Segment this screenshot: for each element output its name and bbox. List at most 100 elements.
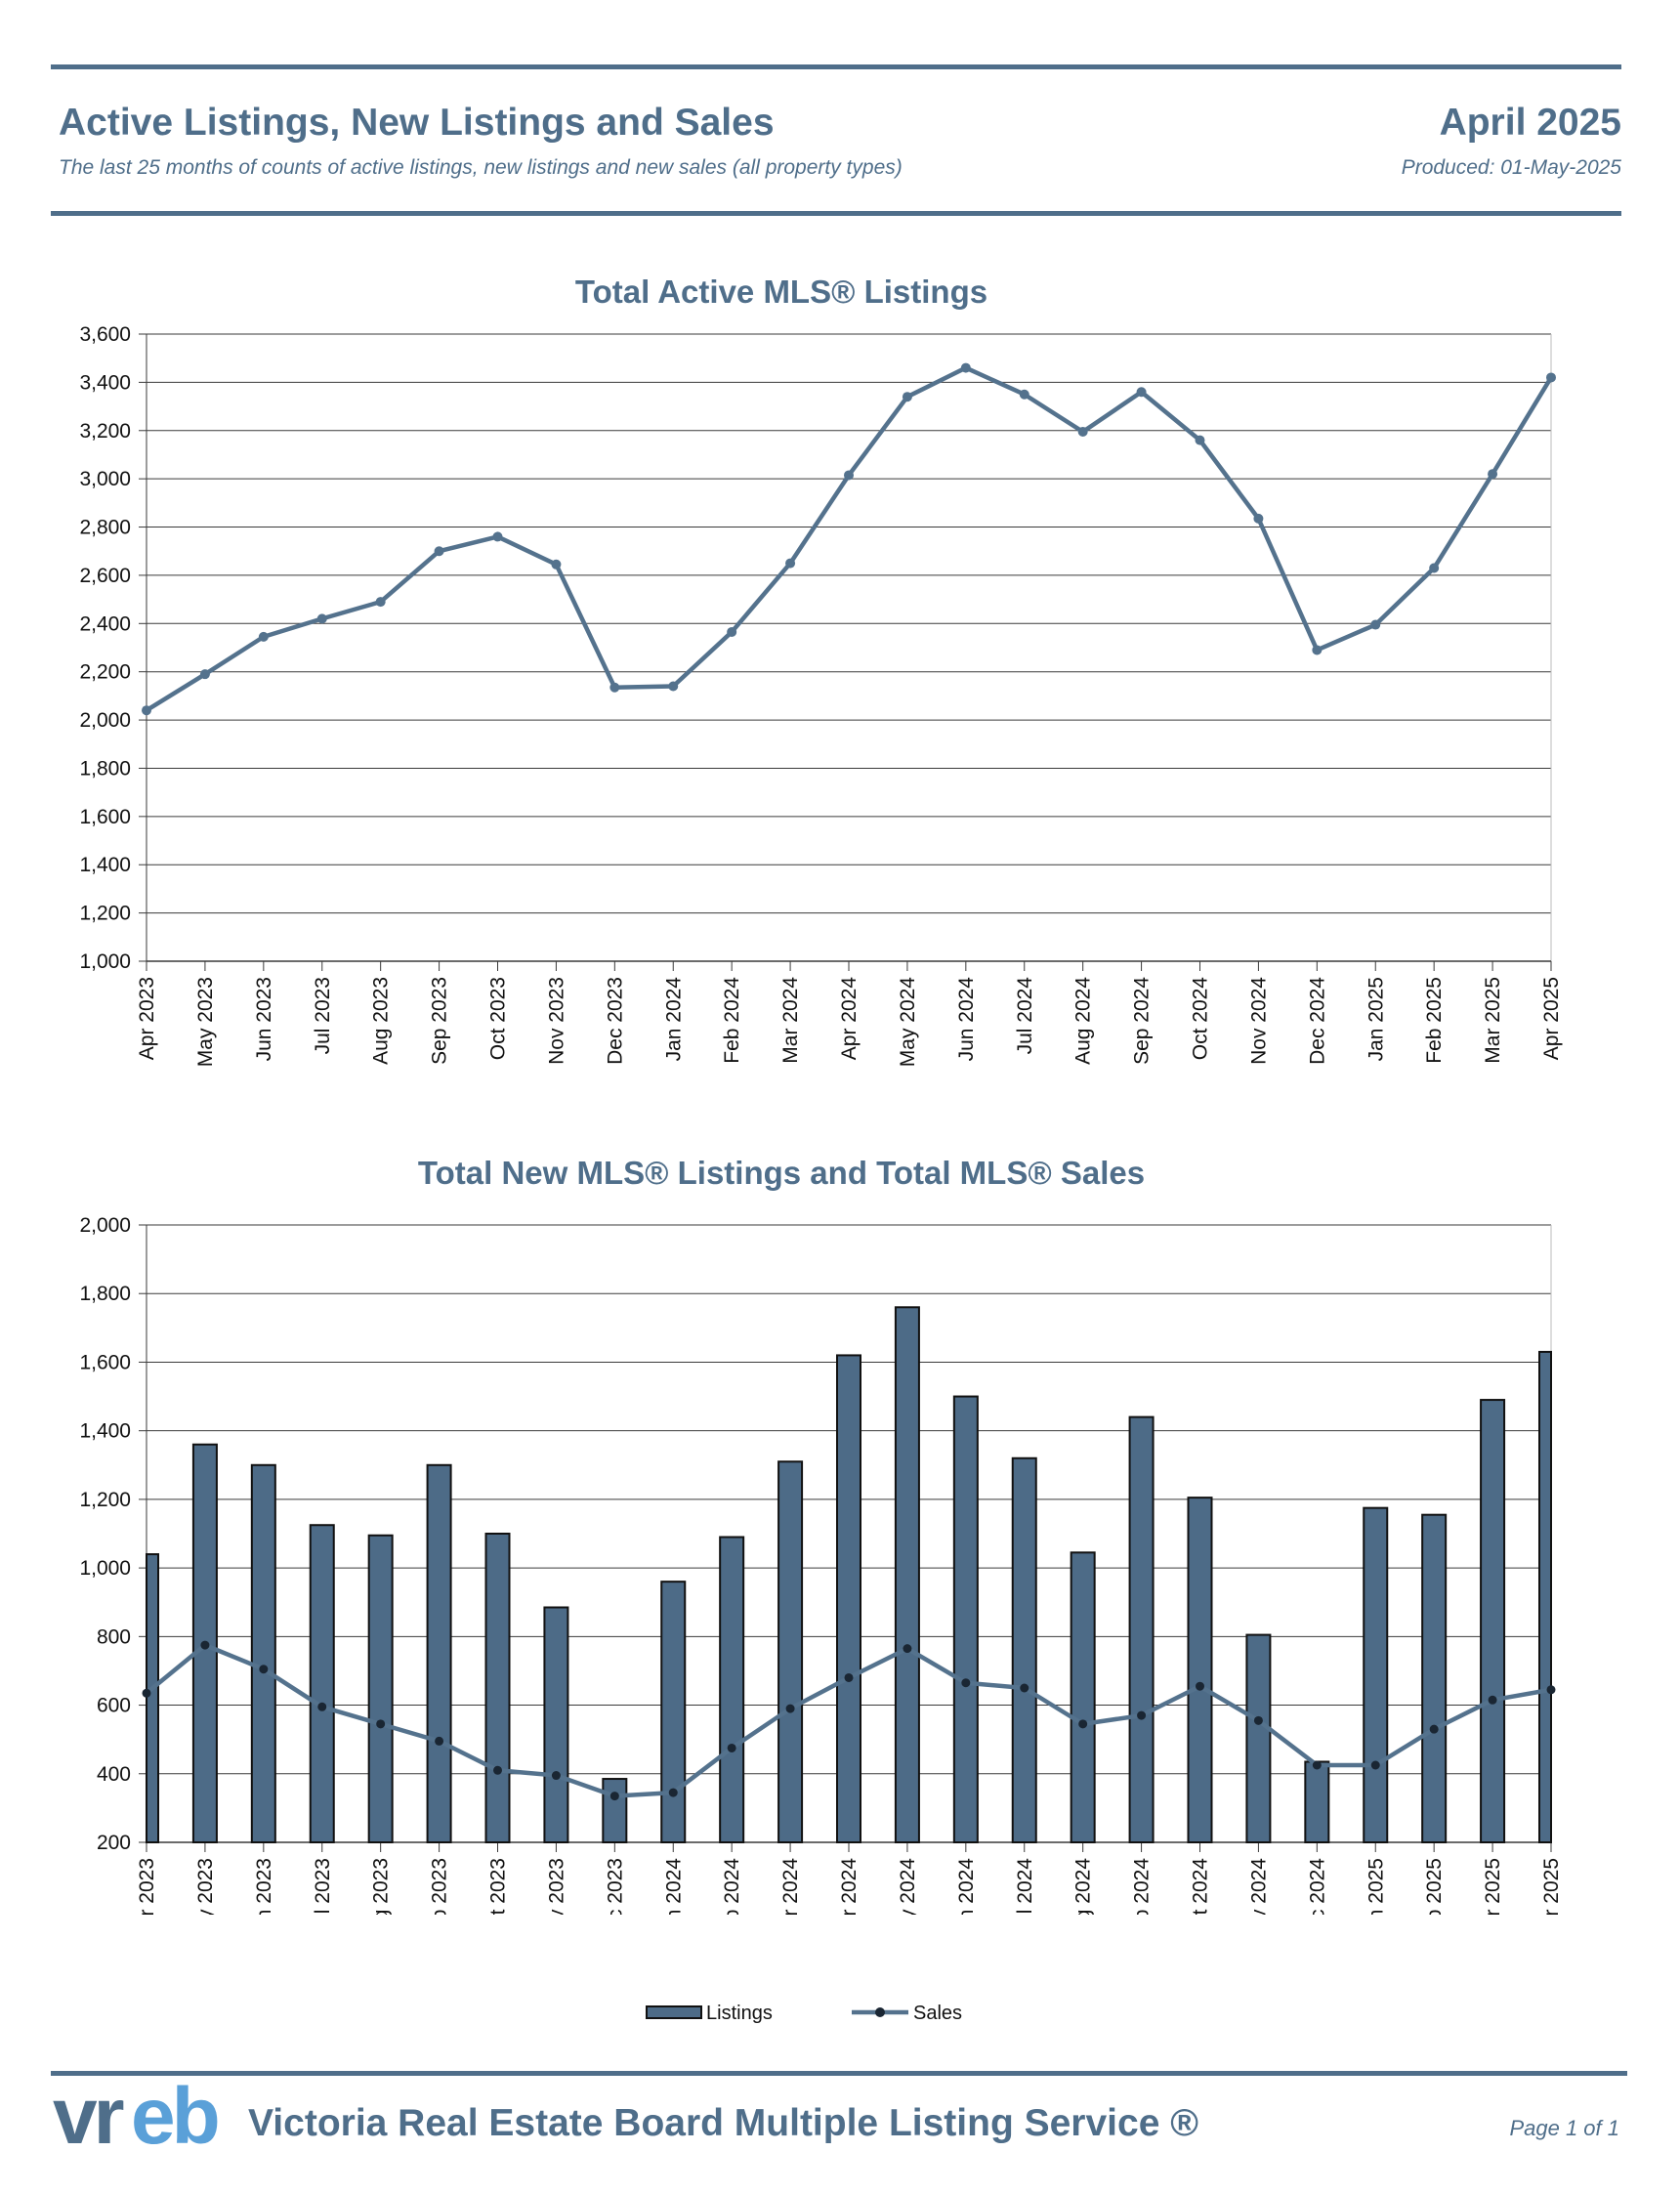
x-tick-label: Apr 2025 [1540,977,1563,1060]
listings-bar [191,1443,218,1843]
active-listings-point [844,470,854,481]
listings-bar [660,1581,687,1843]
sales-point [1253,1715,1263,1725]
x-tick-label: Oct 2023 [487,1858,510,1915]
listings-bar [1304,1760,1330,1843]
x-tick-label: Jul 2024 [1014,977,1036,1055]
x-tick-label: Aug 2024 [1072,1858,1095,1915]
page-number: Page 1 of 1 [1509,2116,1619,2140]
x-tick-label: Mar 2025 [1482,1858,1504,1915]
y-tick-label: 800 [97,1625,131,1648]
active-listings-point [1488,469,1498,480]
x-tick-label: Jul 2023 [312,1858,334,1915]
y-tick-label: 1,800 [79,757,131,780]
x-tick-label: Aug 2024 [1072,977,1095,1065]
report-subtitle: The last 25 months of counts of active l… [59,156,903,179]
listings-bar [1480,1399,1506,1843]
active-listings-point [1370,619,1381,630]
active-listings-point [785,558,796,569]
listings-bar [309,1524,335,1843]
active-listings-point [609,682,620,693]
x-tick-label: Aug 2023 [370,977,393,1065]
new-listings-sales-chart: 200 400 600 800 1,000 1,200 1,400 1,600 1,800 2,0… [79,1214,1563,1915]
listings-bar [1187,1497,1213,1843]
x-tick-label: Jan 2025 [1365,977,1387,1061]
x-tick-label: May 2024 [897,977,919,1068]
y-tick-label: 1,400 [79,1420,131,1443]
y-tick-label: 3,000 [79,468,131,490]
x-tick-label: May 2023 [194,977,217,1067]
x-tick-label: Apr 2023 [136,977,158,1060]
vreb-logo: vr eb [51,2072,246,2162]
y-tick-label: 2,000 [79,709,131,732]
active-listings-line [145,365,1553,713]
y-tick-label: 2,800 [79,517,131,539]
sales-point [1429,1724,1439,1734]
y-tick-label: 400 [97,1763,131,1786]
sales-point [200,1640,210,1650]
x-tick-label: Sep 2024 [1131,977,1154,1065]
sales-point [1370,1760,1380,1770]
y-tick-label: 3,200 [79,420,131,443]
x-tick-label: Apr 2024 [838,977,861,1061]
listings-bar [894,1306,920,1844]
sales-point [609,1792,619,1801]
sales-point [1312,1760,1322,1770]
svg-text:eb: eb [131,2079,218,2157]
y-tick-label: 2,600 [79,565,131,587]
x-tick-label: Apr 2025 [1540,1858,1563,1915]
active-listings-point [551,559,562,570]
produced-date: Produced: 01-May-2025 [1401,156,1621,179]
x-tick-label: Jan 2024 [662,977,685,1062]
sales-point [1137,1710,1147,1720]
y-tick-label: 2,200 [79,661,131,684]
active-listings-point [1312,645,1323,655]
listings-bar [777,1460,804,1843]
legend-listings-label: Listings [706,2003,773,2024]
legend-listings-swatch [646,2005,702,2019]
active-listings-point [1429,563,1440,573]
sales-point [961,1678,971,1688]
active-listings-point [316,613,327,624]
sales-point [903,1644,912,1654]
x-tick-label: Jun 2023 [253,1858,275,1915]
x-tick-label: Apr 2024 [838,1858,861,1915]
listings-bar [484,1533,511,1843]
x-tick-label: May 2023 [194,1858,217,1915]
active-listings-point [960,362,971,373]
x-tick-label: Aug 2023 [370,1858,393,1915]
active-listings-point [142,705,151,716]
y-tick-label: 1,400 [79,854,131,876]
chart-legend: Listings Sales [646,2003,962,2024]
sales-point [1020,1683,1029,1693]
sales-point [1488,1695,1497,1705]
sales-point [1196,1681,1204,1691]
x-tick-label: Jun 2024 [955,1858,978,1915]
listings-bar [1070,1551,1096,1843]
legend-sales-marker [875,2007,885,2017]
header-top-rule [51,64,1621,69]
x-tick-label: Apr 2023 [136,1858,158,1915]
y-tick-label: 3,400 [79,371,131,394]
listings-bar [1421,1513,1448,1843]
sales-point [727,1743,736,1752]
sales-point [785,1704,795,1713]
header-bottom-rule [51,211,1621,216]
y-tick-label: 1,800 [79,1283,131,1305]
active-listings-chart-title: Total Active MLS® Listings [574,274,988,310]
sales-point [376,1719,386,1729]
x-tick-label: Feb 2025 [1423,977,1446,1064]
x-tick-label: Mar 2024 [779,1858,802,1915]
active-listings-chart: 1,000 1,200 1,400 1,600 1,800 2,000 2,200 2,400… [79,323,1563,1068]
y-tick-label: 600 [97,1695,131,1717]
y-tick-label: 200 [97,1832,131,1854]
x-tick-label: Jul 2024 [1014,1858,1036,1915]
listings-bar [1245,1633,1272,1844]
listings-bar [543,1606,569,1843]
active-listings-point [668,681,679,692]
x-tick-label: Mar 2024 [779,977,802,1064]
sales-point [493,1765,502,1775]
x-tick-label: Sep 2023 [429,977,451,1065]
y-tick-label: 1,000 [79,950,131,973]
sales-point [551,1771,561,1781]
